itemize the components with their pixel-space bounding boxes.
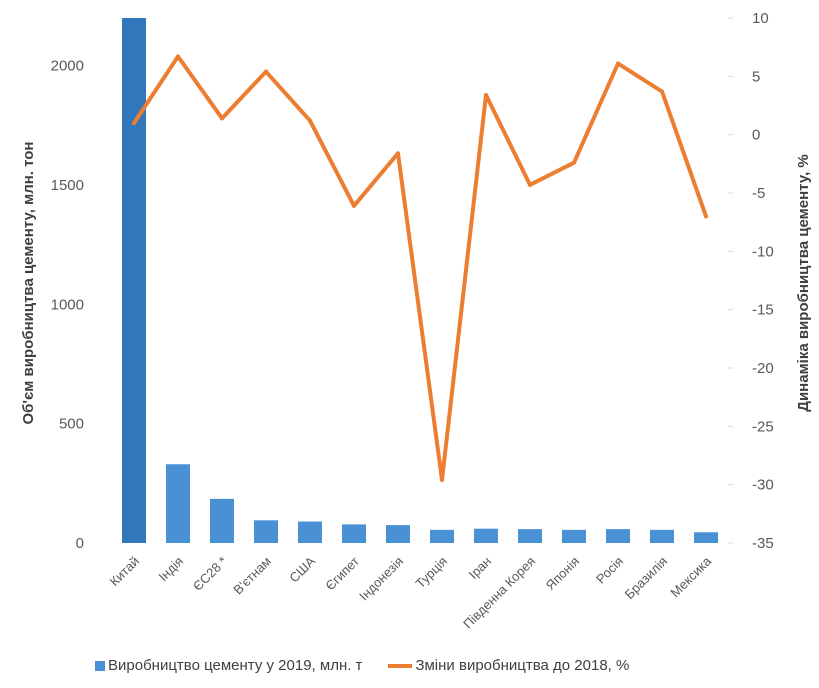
line-point-13 xyxy=(660,89,664,94)
legend-label-line: Зміни виробництва до 2018, % xyxy=(415,657,630,674)
left-tick-label: 1000 xyxy=(51,296,84,313)
bar-4 xyxy=(254,520,278,543)
right-tick-label: -15 xyxy=(752,302,774,319)
left-tick-label: 1500 xyxy=(51,177,84,194)
right-tick-label: 5 xyxy=(752,68,760,85)
line-point-6 xyxy=(352,203,356,208)
bar-6 xyxy=(342,524,366,543)
legend-swatch-bar xyxy=(95,660,105,671)
bar-11 xyxy=(562,529,586,543)
bar-10 xyxy=(518,529,542,543)
line-point-14 xyxy=(704,214,708,219)
legend-label-bars: Виробництво цементу у 2019, млн. т xyxy=(108,657,363,674)
right-tick-label: 0 xyxy=(752,127,760,144)
right-axis-title: Динаміка виробництва цементу, % xyxy=(795,154,812,411)
left-tick-label: 500 xyxy=(59,416,84,433)
line-point-12 xyxy=(616,61,620,66)
category-label: ЄС28 * xyxy=(190,554,230,594)
line-series xyxy=(132,54,708,482)
legend-item-bars: Виробництво цементу у 2019, млн. т xyxy=(95,657,362,674)
bar-7 xyxy=(386,525,410,543)
category-label: Турція xyxy=(413,554,451,592)
right-tick-label: -10 xyxy=(752,243,774,260)
category-label: Японія xyxy=(543,554,582,593)
line-point-4 xyxy=(264,69,268,74)
category-label: США xyxy=(286,553,318,585)
category-axis: Китай Індія ЄС28 * В'єтнам США ЄгипетІндонезі… xyxy=(107,553,715,632)
bar-8 xyxy=(430,529,454,543)
line-point-7 xyxy=(396,151,400,156)
left-axis-title: Об'єм виробництва цементу, млн. тон xyxy=(20,142,37,425)
category-label: Індія xyxy=(155,554,186,585)
bar-9 xyxy=(474,528,498,543)
left-axis: 0 500 1000 1500 2000 xyxy=(51,58,84,552)
category-label: Мексика xyxy=(667,553,714,600)
line-point-8 xyxy=(440,478,444,482)
right-tick-label: -35 xyxy=(752,535,774,552)
legend-item-line: Зміни виробництва до 2018, % xyxy=(388,657,629,674)
line-point-11 xyxy=(572,160,576,165)
line-point-3 xyxy=(220,116,224,121)
line-point-5 xyxy=(308,118,312,123)
bar-13 xyxy=(650,529,674,543)
bar-5 xyxy=(298,521,322,543)
right-axis: 10 5 0 -5 -10 -15 -20 -25 -30 -35 xyxy=(728,10,774,552)
right-tick-label: -25 xyxy=(752,418,774,435)
line-point-1 xyxy=(132,121,136,125)
category-label: Іран xyxy=(466,554,494,582)
right-tick-label: 10 xyxy=(752,10,769,27)
left-tick-label: 0 xyxy=(76,535,84,552)
line-point-2 xyxy=(176,54,180,59)
category-label: Бразилія xyxy=(622,554,671,603)
category-label: В'єтнам xyxy=(230,553,274,597)
category-label: Росія xyxy=(593,554,626,587)
right-tick-label: -30 xyxy=(752,477,774,494)
bar-12 xyxy=(606,529,630,543)
category-label: Китай xyxy=(107,554,142,589)
line-series-group xyxy=(132,54,708,482)
right-tick-label: -5 xyxy=(752,185,765,202)
line-point-9 xyxy=(484,93,488,97)
right-tick-label: -20 xyxy=(752,360,774,377)
legend-swatch-line xyxy=(388,663,413,668)
left-tick-label: 2000 xyxy=(51,58,84,75)
category-label: Індонезія xyxy=(356,554,406,604)
legend: Виробництво цементу у 2019, млн. т Зміни… xyxy=(95,657,655,674)
bar-2 xyxy=(166,464,190,543)
bars-group xyxy=(122,18,718,543)
bar-3 xyxy=(210,498,234,543)
category-label: Єгипет xyxy=(322,553,362,593)
bar-1 xyxy=(122,18,146,543)
line-point-10 xyxy=(528,182,532,187)
bar-14 xyxy=(694,532,718,543)
